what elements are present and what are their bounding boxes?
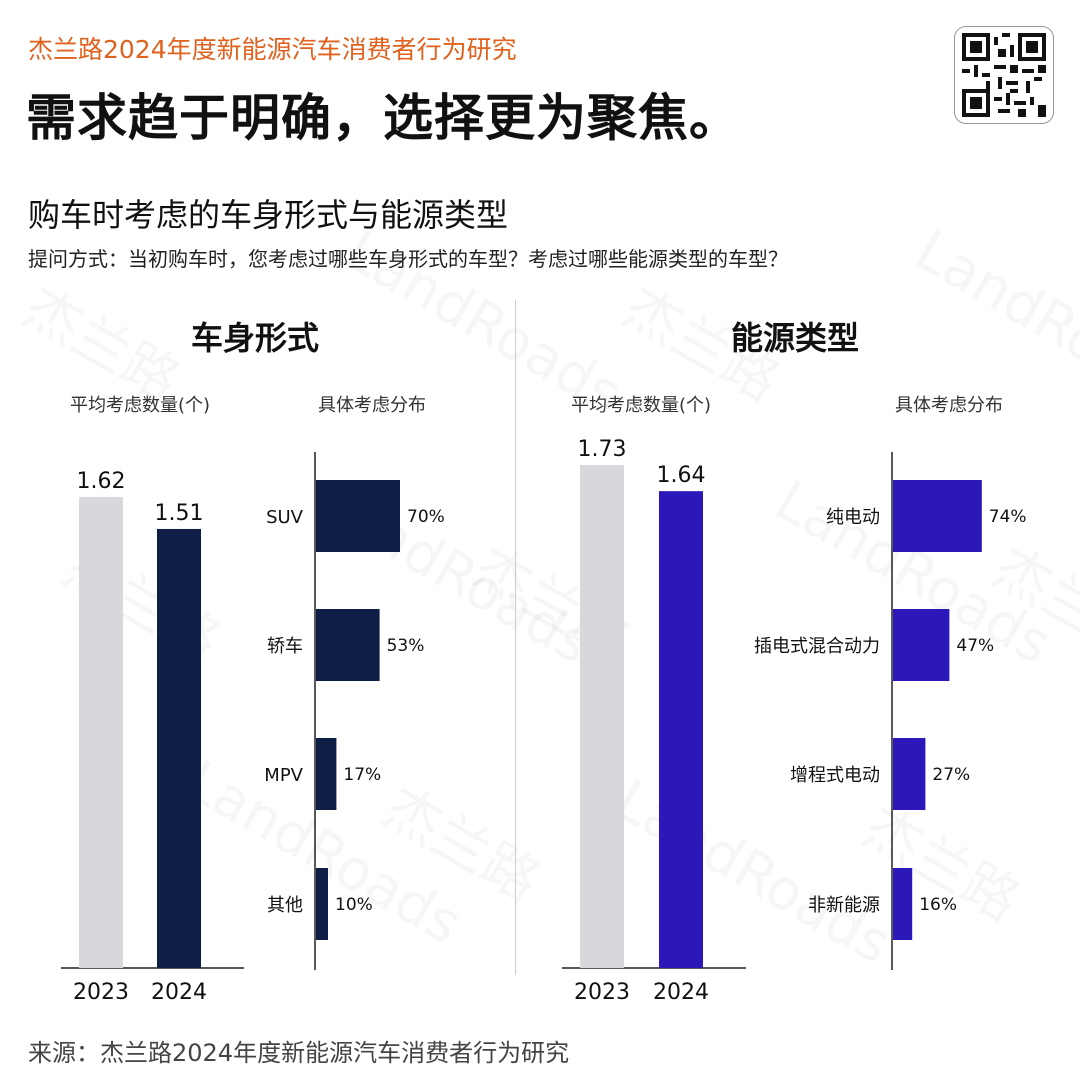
energy-dist-value-label: 16% xyxy=(919,895,957,915)
energy-dist-bar-1 xyxy=(893,609,950,681)
panel-divider xyxy=(515,300,516,975)
body-avg-year-label: 2024 xyxy=(151,980,207,1005)
body-avg-year-label: 2023 xyxy=(73,980,129,1005)
energy-dist-value-label: 74% xyxy=(989,507,1027,527)
footer-source: 来源：杰兰路2024年度新能源汽车消费者行为研究 xyxy=(28,1039,570,1067)
energy-avg-year-label: 2024 xyxy=(653,980,709,1005)
qr-code[interactable] xyxy=(954,26,1054,124)
body-type-panel-title: 车身形式 xyxy=(190,319,319,357)
body-dist-bar-3 xyxy=(316,868,328,940)
body-dist-bar-2 xyxy=(316,738,337,810)
body-avg-label: 平均考虑数量(个) xyxy=(69,395,211,416)
body-dist-value-label: 53% xyxy=(387,636,425,656)
energy-dist-category-label: 非新能源 xyxy=(808,895,880,916)
energy-avg-value-label: 1.73 xyxy=(578,437,627,462)
body-dist-label: 具体考虑分布 xyxy=(318,395,426,416)
body-dist-value-label: 70% xyxy=(407,507,445,527)
body-avg-value-label: 1.62 xyxy=(77,469,126,494)
body-dist-category-label: SUV xyxy=(266,507,304,528)
energy-dist-value-label: 47% xyxy=(956,636,994,656)
energy-dist-bar-3 xyxy=(893,868,913,940)
energy-avg-value-label: 1.64 xyxy=(657,463,706,488)
body-dist-value-label: 17% xyxy=(343,765,381,785)
body-dist-category-label: 轿车 xyxy=(267,636,303,657)
energy-dist-category-label: 纯电动 xyxy=(826,507,880,528)
section-title: 购车时考虑的车身形式与能源类型 xyxy=(28,196,509,234)
energy-avg-bar-2024 xyxy=(659,491,703,968)
body-avg-bar-2024 xyxy=(157,528,201,968)
body-dist-category-label: MPV xyxy=(264,765,303,786)
energy-dist-category-label: 插电式混合动力 xyxy=(754,636,880,657)
report-source-title: 杰兰路2024年度新能源汽车消费者行为研究 xyxy=(28,35,517,64)
page-headline: 需求趋于明确，选择更为聚焦。 xyxy=(26,89,740,147)
energy-avg-bar-2023 xyxy=(580,465,624,968)
qr-code-icon xyxy=(962,33,1046,117)
body-avg-bar-2023 xyxy=(79,496,123,968)
energy-dist-bar-0 xyxy=(893,480,982,552)
energy-dist-label: 具体考虑分布 xyxy=(895,395,1003,416)
survey-question: 提问方式：当初购车时，您考虑过哪些车身形式的车型？考虑过哪些能源类型的车型？ xyxy=(28,247,788,271)
body-avg-value-label: 1.51 xyxy=(155,501,204,526)
energy-avg-label: 平均考虑数量(个) xyxy=(570,395,712,416)
body-dist-bar-0 xyxy=(316,480,400,552)
body-dist-category-label: 其他 xyxy=(267,895,303,916)
energy-dist-bar-2 xyxy=(893,738,926,810)
body-dist-value-label: 10% xyxy=(335,895,373,915)
energy-dist-category-label: 增程式电动 xyxy=(790,765,880,786)
energy-dist-value-label: 27% xyxy=(932,765,970,785)
energy-type-panel-title: 能源类型 xyxy=(730,319,859,357)
energy-avg-year-label: 2023 xyxy=(574,980,630,1005)
body-dist-bar-1 xyxy=(316,609,380,681)
